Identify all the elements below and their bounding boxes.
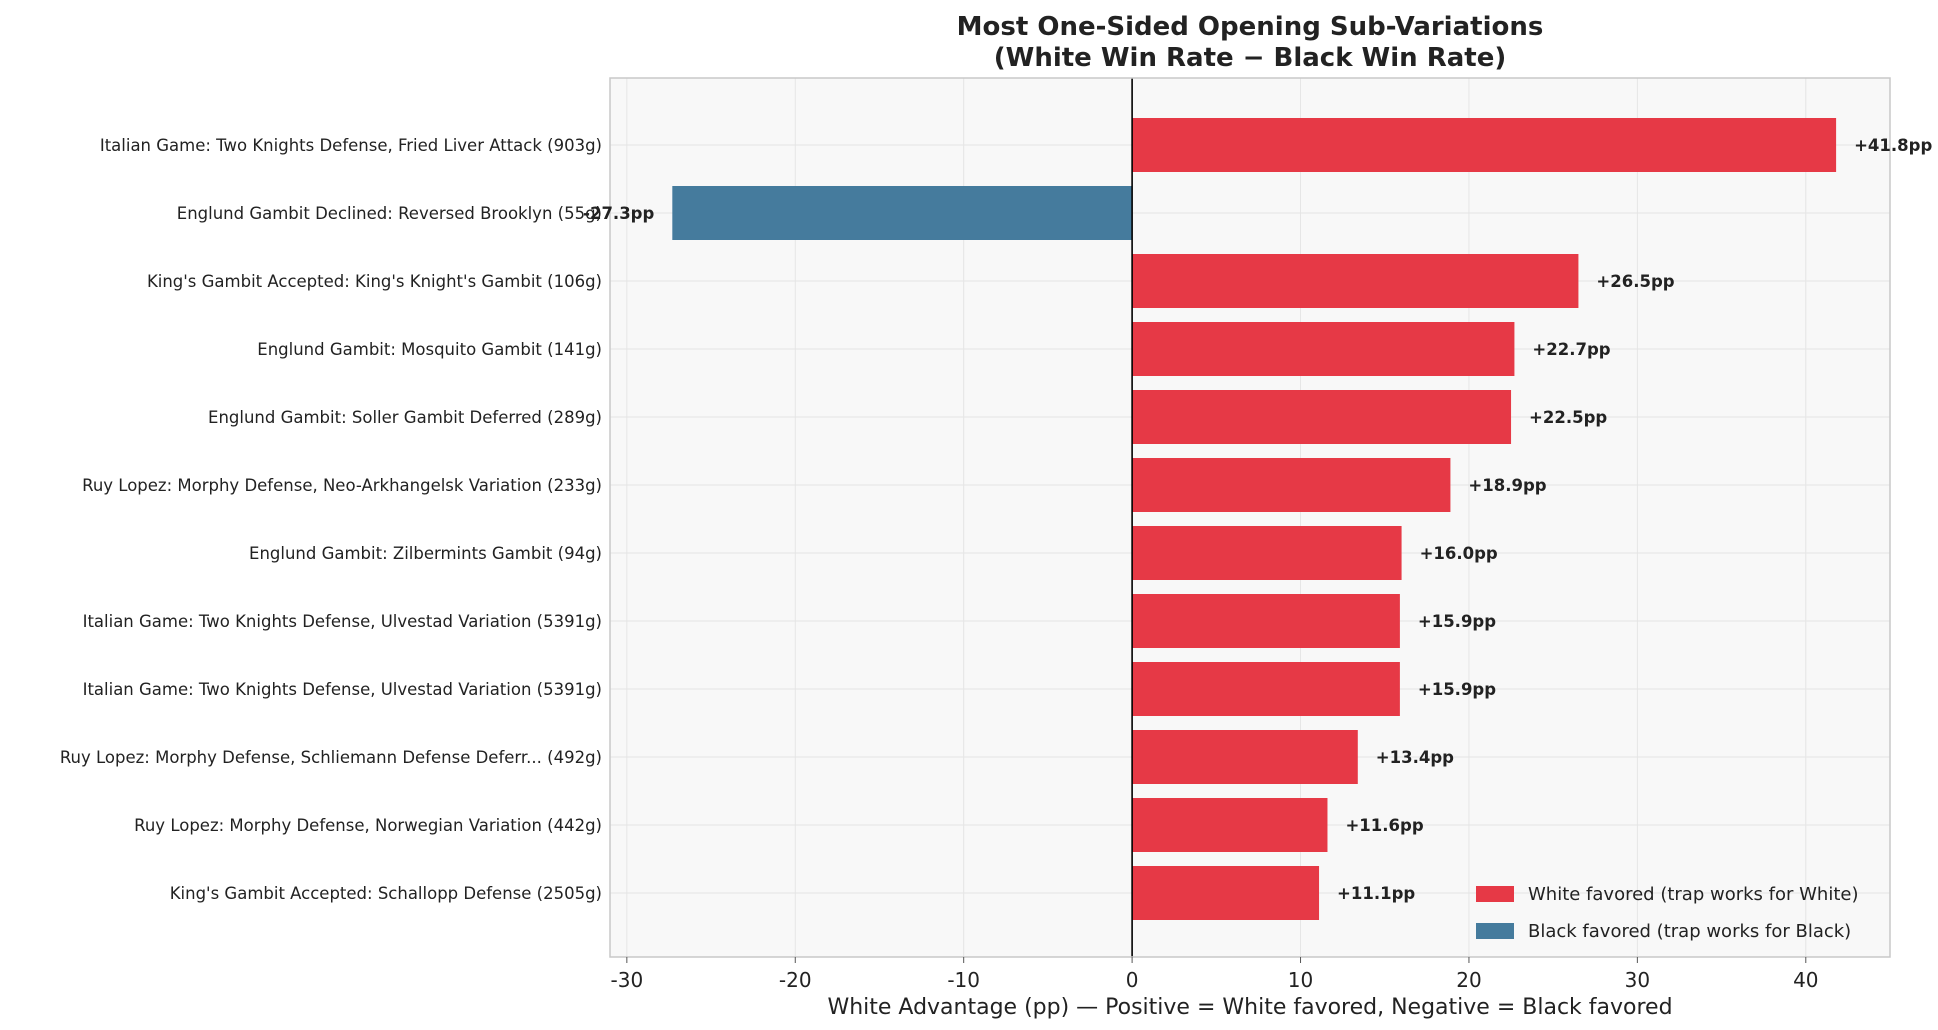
data-label: +15.9pp bbox=[1418, 612, 1496, 631]
category-label: Ruy Lopez: Morphy Defense, Schliemann De… bbox=[60, 748, 602, 767]
bar[interactable] bbox=[1132, 662, 1400, 716]
x-tick-label: 10 bbox=[1288, 968, 1313, 992]
x-tick-label: 0 bbox=[1126, 968, 1139, 992]
x-axis-label: White Advantage (pp) — Positive = White … bbox=[827, 995, 1672, 1020]
data-label: +15.9pp bbox=[1418, 680, 1496, 699]
category-label: King's Gambit Accepted: Schallopp Defens… bbox=[170, 884, 602, 903]
data-label: +13.4pp bbox=[1376, 748, 1454, 767]
category-label: Italian Game: Two Knights Defense, Ulves… bbox=[83, 612, 602, 631]
data-label: +11.1pp bbox=[1337, 884, 1415, 903]
category-label: Englund Gambit Declined: Reversed Brookl… bbox=[177, 204, 602, 223]
legend: White favored (trap works for White) Blac… bbox=[1476, 884, 1858, 942]
legend-label: White favored (trap works for White) bbox=[1528, 884, 1858, 905]
data-label: +11.6pp bbox=[1345, 816, 1423, 835]
category-label: Englund Gambit: Soller Gambit Deferred (… bbox=[208, 408, 602, 427]
data-label: +22.7pp bbox=[1532, 340, 1610, 359]
bars bbox=[672, 118, 1837, 920]
bar[interactable] bbox=[1132, 526, 1402, 580]
data-label: -27.3pp bbox=[583, 204, 654, 223]
bar[interactable] bbox=[1132, 118, 1837, 172]
bar[interactable] bbox=[1132, 866, 1320, 920]
data-label: +26.5pp bbox=[1596, 272, 1674, 291]
category-label: Ruy Lopez: Morphy Defense, Neo-Arkhangel… bbox=[82, 476, 602, 495]
data-label: +16.0pp bbox=[1420, 544, 1498, 563]
bar[interactable] bbox=[672, 186, 1133, 240]
bar[interactable] bbox=[1132, 730, 1358, 784]
bar[interactable] bbox=[1132, 798, 1328, 852]
data-label: +18.9pp bbox=[1468, 476, 1546, 495]
data-label: +41.8pp bbox=[1854, 136, 1932, 155]
category-label: Italian Game: Two Knights Defense, Ulves… bbox=[83, 680, 602, 699]
category-label: King's Gambit Accepted: King's Knight's … bbox=[147, 272, 602, 291]
legend-swatch bbox=[1476, 886, 1514, 902]
category-label: Englund Gambit: Zilbermints Gambit (94g) bbox=[249, 544, 602, 563]
x-tick-label: 30 bbox=[1625, 968, 1650, 992]
bar[interactable] bbox=[1132, 390, 1512, 444]
plot-frame bbox=[609, 77, 1891, 958]
x-tick-label: 40 bbox=[1793, 968, 1818, 992]
category-label: Italian Game: Two Knights Defense, Fried… bbox=[100, 136, 602, 155]
category-label: Englund Gambit: Mosquito Gambit (141g) bbox=[257, 340, 602, 359]
x-tick-label: -10 bbox=[947, 968, 980, 992]
data-label: +22.5pp bbox=[1529, 408, 1607, 427]
x-tick-label: -20 bbox=[779, 968, 812, 992]
bar[interactable] bbox=[1132, 322, 1515, 376]
legend-label: Black favored (trap works for Black) bbox=[1528, 921, 1851, 942]
chart-title: Most One-Sided Opening Sub-Variations bbox=[957, 12, 1544, 42]
x-tick-label: -30 bbox=[611, 968, 644, 992]
bar[interactable] bbox=[1132, 254, 1579, 308]
x-tick-label: 20 bbox=[1456, 968, 1481, 992]
category-label: Ruy Lopez: Morphy Defense, Norwegian Var… bbox=[134, 816, 602, 835]
legend-swatch bbox=[1476, 923, 1514, 939]
bar[interactable] bbox=[1132, 458, 1451, 512]
chart-subtitle: (White Win Rate − Black Win Rate) bbox=[994, 43, 1506, 73]
bar[interactable] bbox=[1132, 594, 1400, 648]
